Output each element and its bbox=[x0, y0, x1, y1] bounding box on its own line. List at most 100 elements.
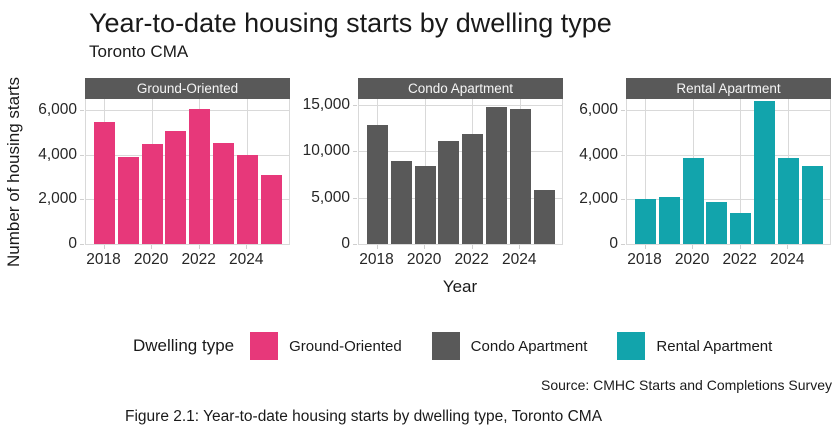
y-tick-mark bbox=[621, 154, 625, 156]
y-tick-label: 2,000 bbox=[579, 190, 618, 208]
bar-ground-oriented-2018 bbox=[94, 122, 115, 244]
legend-swatch-condo-apartment bbox=[431, 332, 460, 360]
y-tick-mark bbox=[353, 151, 357, 153]
gridline-horizontal bbox=[86, 199, 289, 201]
facet-plot-rental-apartment bbox=[626, 99, 831, 245]
x-tick-mark bbox=[103, 245, 105, 249]
y-tick-label: 15,000 bbox=[302, 95, 350, 113]
y-tick-mark bbox=[80, 110, 84, 112]
bar-condo-apartment-2024 bbox=[509, 109, 531, 244]
bar-rental-apartment-2023 bbox=[754, 101, 775, 244]
chart-title: Year-to-date housing starts by dwelling … bbox=[89, 8, 612, 38]
bar-ground-oriented-2025 bbox=[260, 174, 282, 244]
gridline-horizontal bbox=[359, 197, 562, 199]
facet-plot-ground-oriented bbox=[85, 99, 290, 245]
gridline-horizontal bbox=[627, 154, 830, 156]
gridline-vertical bbox=[645, 99, 646, 244]
x-tick-label: 2020 bbox=[674, 251, 710, 268]
legend-label: Condo Apartment bbox=[470, 337, 588, 355]
bar-rental-apartment-2025 bbox=[801, 165, 823, 244]
bar-rental-apartment-2021 bbox=[706, 201, 728, 244]
bar-ground-oriented-2023 bbox=[213, 142, 234, 244]
x-tick-mark bbox=[787, 245, 789, 249]
legend-item-ground-oriented: Ground-Oriented bbox=[250, 332, 402, 360]
y-tick-label: 10,000 bbox=[302, 142, 350, 160]
legend-swatch-ground-oriented bbox=[250, 332, 279, 360]
facet-panel-rental-apartment: Rental Apartment bbox=[626, 78, 831, 245]
bar-condo-apartment-2018 bbox=[367, 125, 388, 244]
bar-condo-apartment-2022 bbox=[462, 134, 484, 244]
gridline-horizontal bbox=[627, 110, 830, 112]
x-tick-label: 2018 bbox=[627, 251, 662, 268]
x-tick-label: 2018 bbox=[359, 251, 394, 268]
x-axis-title: Year bbox=[442, 277, 478, 296]
bar-rental-apartment-2018 bbox=[635, 199, 656, 244]
facet-strip-rental-apartment: Rental Apartment bbox=[626, 78, 831, 99]
x-tick-mark bbox=[739, 245, 741, 249]
legend-swatch-rental-apartment bbox=[617, 332, 646, 360]
bar-ground-oriented-2022 bbox=[189, 109, 211, 244]
x-tick-mark bbox=[424, 245, 426, 249]
x-tick-label: 2022 bbox=[181, 251, 216, 268]
facet-panel-condo-apartment: Condo Apartment bbox=[358, 78, 563, 245]
bar-condo-apartment-2021 bbox=[438, 140, 460, 244]
source-note: Source: CMHC Starts and Completions Surv… bbox=[541, 377, 832, 393]
facet-plot-condo-apartment bbox=[358, 99, 563, 245]
x-tick-label: 2022 bbox=[722, 251, 757, 268]
y-tick-mark bbox=[80, 199, 84, 201]
legend: Dwelling type Ground-Oriented Condo Apart… bbox=[133, 331, 802, 361]
bar-condo-apartment-2020 bbox=[414, 165, 436, 244]
x-tick-label: 2024 bbox=[502, 251, 537, 268]
legend-item-rental-apartment: Rental Apartment bbox=[617, 332, 772, 360]
y-tick-label: 4,000 bbox=[38, 145, 77, 163]
facet-strip-condo-apartment: Condo Apartment bbox=[358, 78, 563, 99]
facet-panel-ground-oriented: Ground-Oriented bbox=[85, 78, 290, 245]
y-tick-mark bbox=[353, 244, 357, 245]
x-tick-label: 2020 bbox=[406, 251, 442, 268]
bar-ground-oriented-2020 bbox=[141, 143, 163, 244]
facet-strip-ground-oriented: Ground-Oriented bbox=[85, 78, 290, 99]
x-tick-label: 2024 bbox=[229, 251, 264, 268]
y-tick-mark bbox=[621, 244, 625, 245]
gridline-horizontal bbox=[86, 154, 289, 156]
x-tick-mark bbox=[198, 245, 200, 249]
x-tick-label: 2022 bbox=[454, 251, 489, 268]
figure-caption: Figure 2.1: Year-to-date housing starts … bbox=[125, 408, 603, 425]
bar-condo-apartment-2025 bbox=[533, 190, 555, 244]
legend-label: Rental Apartment bbox=[656, 337, 773, 355]
y-tick-label: 5,000 bbox=[311, 188, 350, 206]
y-tick-label: 0 bbox=[341, 235, 350, 252]
y-tick-mark bbox=[621, 199, 625, 201]
x-tick-label: 2024 bbox=[770, 251, 805, 268]
x-tick-mark bbox=[692, 245, 694, 249]
x-tick-mark bbox=[471, 245, 473, 249]
x-tick-mark bbox=[644, 245, 646, 249]
chart-subtitle: Toronto CMA bbox=[89, 42, 189, 61]
y-tick-mark bbox=[80, 244, 84, 245]
x-tick-mark bbox=[151, 245, 153, 249]
legend-item-condo-apartment: Condo Apartment bbox=[431, 332, 588, 360]
legend-title: Dwelling type bbox=[133, 336, 235, 355]
bar-ground-oriented-2021 bbox=[165, 131, 187, 244]
bar-rental-apartment-2024 bbox=[777, 158, 799, 244]
bar-condo-apartment-2023 bbox=[486, 107, 507, 244]
x-tick-mark bbox=[246, 245, 248, 249]
y-tick-mark bbox=[353, 197, 357, 199]
y-tick-mark bbox=[353, 104, 357, 106]
x-tick-mark bbox=[376, 245, 378, 249]
y-axis-title: Number of housing starts bbox=[4, 77, 23, 267]
bar-ground-oriented-2019 bbox=[117, 157, 139, 244]
gridline-horizontal bbox=[359, 104, 562, 106]
bar-condo-apartment-2019 bbox=[390, 161, 412, 244]
gridline-horizontal bbox=[627, 199, 830, 201]
y-tick-label: 6,000 bbox=[38, 101, 77, 119]
y-tick-label: 0 bbox=[68, 235, 77, 252]
y-tick-mark bbox=[621, 110, 625, 112]
gridline-horizontal bbox=[86, 110, 289, 112]
y-tick-label: 4,000 bbox=[579, 145, 618, 163]
y-tick-mark bbox=[80, 154, 84, 156]
y-tick-label: 2,000 bbox=[38, 190, 77, 208]
bar-ground-oriented-2024 bbox=[236, 154, 258, 244]
legend-items: Ground-Oriented Condo Apartment Rental Apa… bbox=[250, 332, 802, 360]
x-tick-label: 2018 bbox=[86, 251, 121, 268]
